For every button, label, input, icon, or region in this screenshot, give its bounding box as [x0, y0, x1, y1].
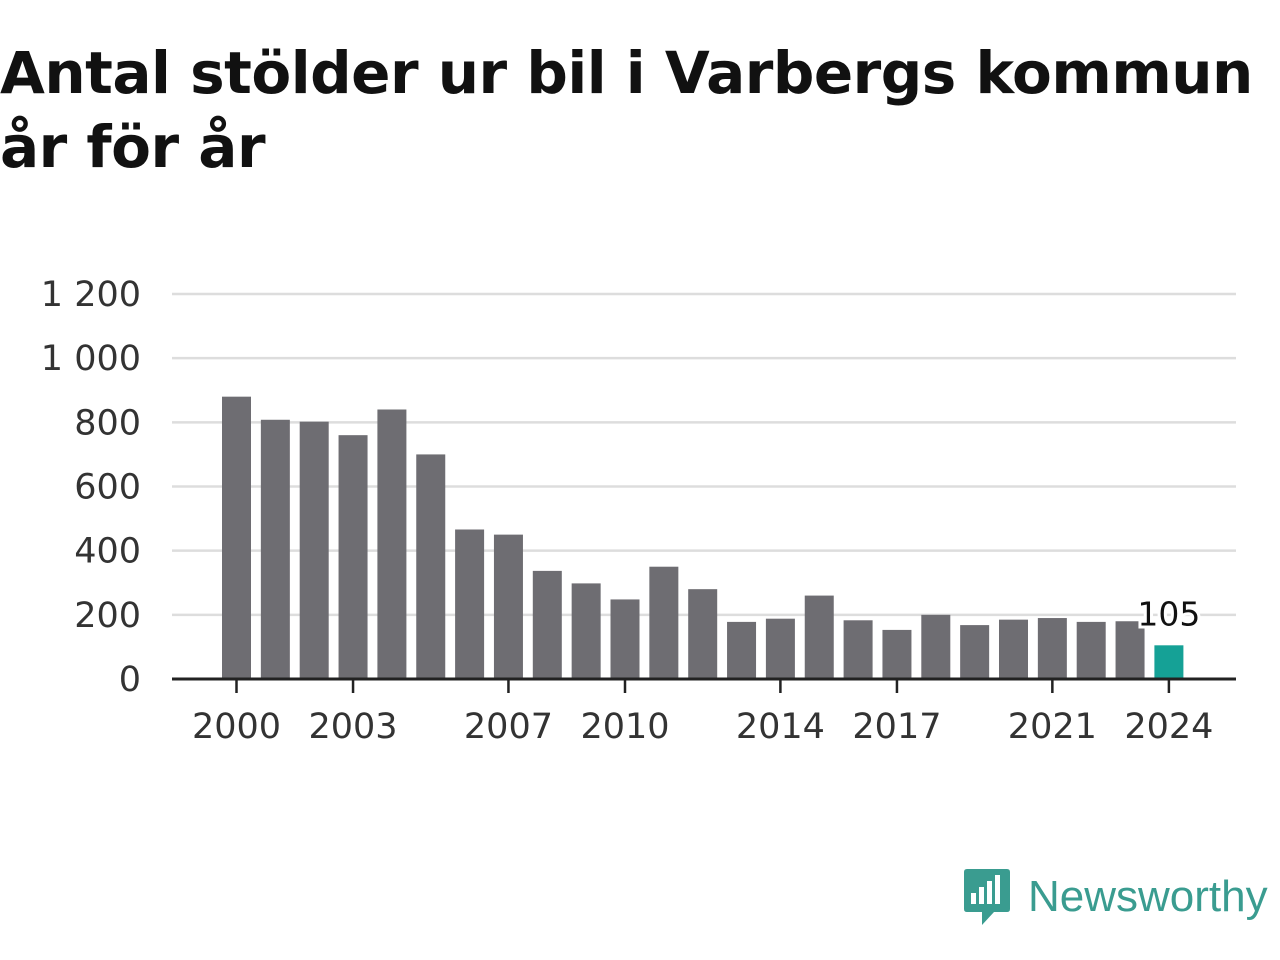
- bar: [843, 620, 873, 679]
- bar: [571, 583, 601, 679]
- y-tick-label: 800: [74, 403, 141, 443]
- bar: [1115, 621, 1145, 679]
- x-tick-label: 2007: [464, 707, 553, 747]
- x-axis-tick-labels: 2000 2003 2007 2010 2014 2017 2021 2024: [192, 707, 1213, 747]
- newsworthy-logo-icon: [964, 869, 1010, 925]
- newsworthy-brand: Newsworthy: [962, 862, 1268, 932]
- data-label: 105: [1137, 594, 1200, 633]
- bar: [532, 570, 562, 679]
- y-tick-label: 600: [74, 468, 141, 508]
- bar: [649, 566, 679, 679]
- bar: [222, 396, 251, 679]
- bar: [299, 421, 329, 679]
- x-tick-label: 2003: [309, 707, 398, 747]
- bar: [688, 589, 718, 679]
- bar: [416, 454, 446, 679]
- x-tick-label: 2021: [1008, 707, 1097, 747]
- y-tick-label: 0: [119, 660, 141, 700]
- x-tick-label: 2000: [192, 707, 281, 747]
- brand-name: Newsworthy: [1028, 872, 1268, 921]
- data-labels: 105: [1134, 591, 1203, 636]
- x-tick-label: 2024: [1124, 707, 1213, 747]
- bar: [493, 534, 523, 679]
- bar: [455, 529, 485, 679]
- bar: [727, 621, 757, 679]
- y-tick-label: 1 200: [41, 275, 141, 315]
- y-axis-tick-labels: 0 200 400 600 800 1 000 1 200: [41, 275, 141, 700]
- bar: [1037, 618, 1067, 679]
- x-tick-label: 2014: [736, 707, 825, 747]
- y-tick-label: 200: [74, 596, 141, 636]
- bar: [765, 618, 795, 679]
- y-tick-label: 1 000: [41, 339, 141, 379]
- x-tick-label: 2017: [852, 707, 941, 747]
- y-tick-label: 400: [74, 532, 141, 572]
- bar: [999, 619, 1028, 679]
- bar: [377, 409, 407, 679]
- bar: [882, 629, 912, 679]
- bar: [1076, 621, 1106, 679]
- x-axis: [172, 677, 1236, 693]
- bar: [921, 614, 951, 679]
- chart-title: Antal stölder ur bil i Varbergs kommun å…: [0, 39, 1253, 181]
- grid-lines: [172, 292, 1236, 617]
- bar: [804, 595, 834, 679]
- bar: [338, 435, 368, 679]
- bar: [960, 625, 990, 679]
- bars: [222, 396, 1184, 679]
- bar: [260, 419, 290, 679]
- bar: [610, 599, 640, 679]
- x-tick-label: 2010: [580, 707, 669, 747]
- bar-highlight: [1154, 645, 1184, 679]
